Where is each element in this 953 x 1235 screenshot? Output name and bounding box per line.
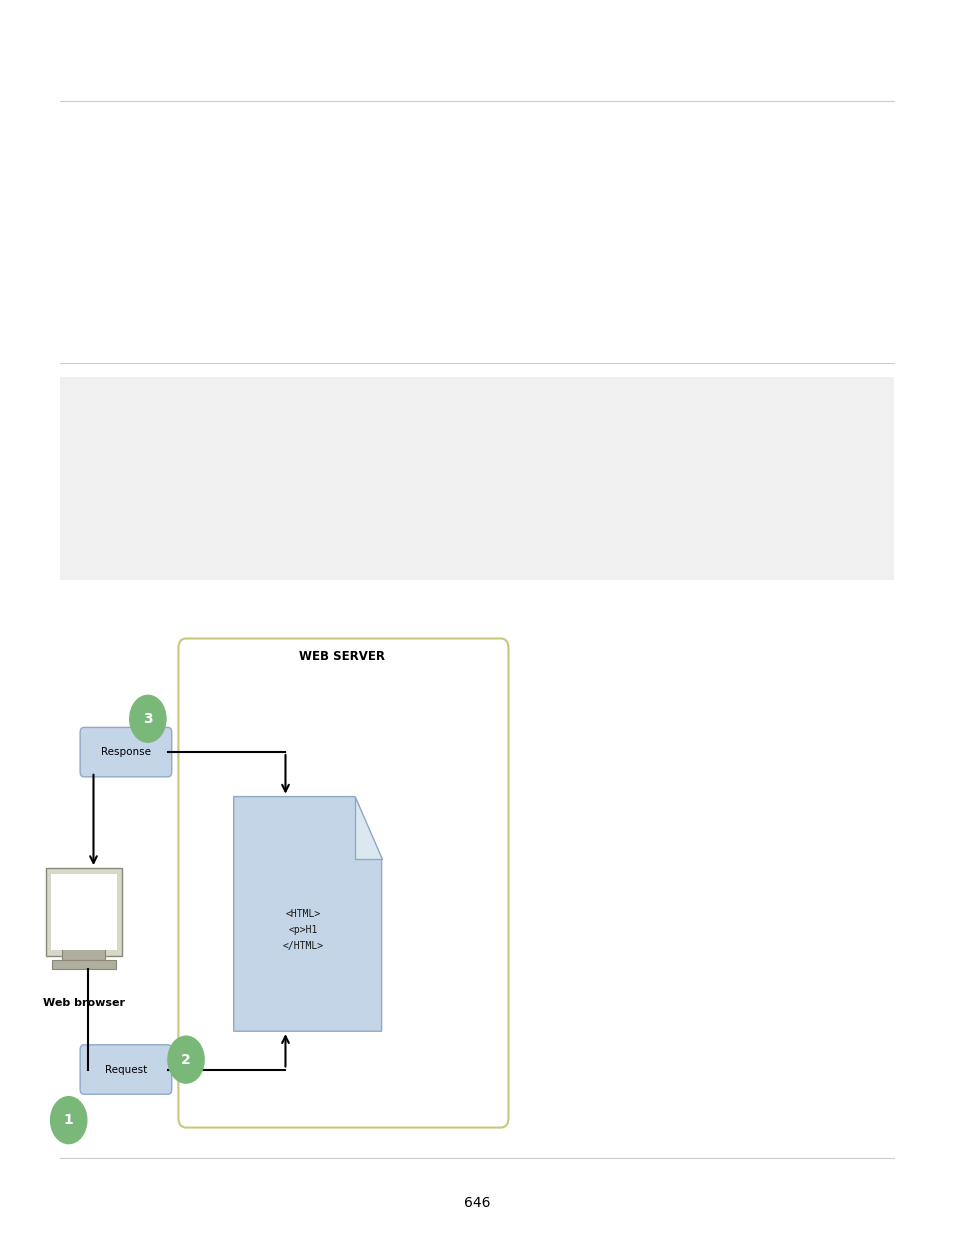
Text: 2: 2 bbox=[181, 1052, 191, 1067]
Circle shape bbox=[51, 1097, 87, 1144]
FancyBboxPatch shape bbox=[63, 947, 105, 960]
FancyBboxPatch shape bbox=[46, 868, 122, 956]
Text: 3: 3 bbox=[143, 711, 152, 726]
FancyBboxPatch shape bbox=[80, 727, 172, 777]
Text: <HTML>
<p>H1
</HTML>: <HTML> <p>H1 </HTML> bbox=[282, 909, 324, 951]
FancyBboxPatch shape bbox=[178, 638, 508, 1128]
Circle shape bbox=[130, 695, 166, 742]
Text: Response: Response bbox=[101, 747, 151, 757]
Polygon shape bbox=[233, 797, 381, 1031]
Text: Web browser: Web browser bbox=[43, 998, 125, 1008]
Text: 1: 1 bbox=[64, 1113, 73, 1128]
Text: Request: Request bbox=[105, 1065, 147, 1074]
Text: 646: 646 bbox=[463, 1195, 490, 1210]
FancyBboxPatch shape bbox=[80, 1045, 172, 1094]
Polygon shape bbox=[355, 797, 381, 858]
FancyBboxPatch shape bbox=[51, 874, 117, 950]
FancyBboxPatch shape bbox=[60, 377, 893, 580]
FancyBboxPatch shape bbox=[51, 960, 116, 969]
Circle shape bbox=[168, 1036, 204, 1083]
Text: WEB SERVER: WEB SERVER bbox=[298, 650, 384, 663]
